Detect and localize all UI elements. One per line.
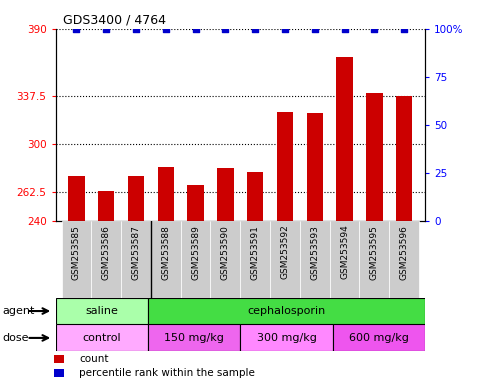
Text: GSM253595: GSM253595	[370, 225, 379, 280]
Text: GDS3400 / 4764: GDS3400 / 4764	[63, 13, 166, 26]
Point	[162, 26, 170, 32]
Bar	[187, 185, 204, 221]
Bar	[56, 324, 148, 351]
Bar	[247, 172, 263, 221]
Bar	[366, 93, 383, 221]
Bar	[300, 221, 330, 298]
Text: GSM253592: GSM253592	[281, 225, 289, 280]
Text: GSM253585: GSM253585	[72, 225, 81, 280]
Text: GSM253593: GSM253593	[310, 225, 319, 280]
Bar	[241, 221, 270, 298]
Bar	[98, 191, 114, 221]
Bar	[56, 298, 148, 324]
Bar	[121, 221, 151, 298]
Point	[192, 26, 199, 32]
Bar	[128, 176, 144, 221]
Text: count: count	[79, 354, 109, 364]
Point	[251, 26, 259, 32]
Point	[132, 26, 140, 32]
Bar	[333, 324, 425, 351]
Text: 300 mg/kg: 300 mg/kg	[256, 333, 316, 343]
Bar	[157, 167, 174, 221]
Point	[102, 26, 110, 32]
Bar	[270, 221, 300, 298]
Text: GSM253588: GSM253588	[161, 225, 170, 280]
Text: control: control	[83, 333, 121, 343]
Text: GSM253589: GSM253589	[191, 225, 200, 280]
Text: GSM253594: GSM253594	[340, 225, 349, 280]
Bar	[181, 221, 211, 298]
Text: dose: dose	[2, 333, 29, 343]
Text: saline: saline	[85, 306, 118, 316]
Text: 150 mg/kg: 150 mg/kg	[164, 333, 224, 343]
Text: GSM253587: GSM253587	[131, 225, 141, 280]
Text: agent: agent	[2, 306, 35, 316]
Bar	[211, 221, 241, 298]
Bar	[151, 221, 181, 298]
Bar	[54, 356, 64, 363]
Bar	[359, 221, 389, 298]
Point	[281, 26, 289, 32]
Bar	[217, 168, 234, 221]
Bar	[277, 112, 293, 221]
Bar	[54, 369, 64, 377]
Text: cephalosporin: cephalosporin	[247, 306, 326, 316]
Point	[400, 26, 408, 32]
Bar	[336, 57, 353, 221]
Point	[311, 26, 319, 32]
Bar	[389, 221, 419, 298]
Text: GSM253591: GSM253591	[251, 225, 260, 280]
Bar	[91, 221, 121, 298]
Bar	[68, 176, 85, 221]
Point	[370, 26, 378, 32]
Bar	[61, 221, 91, 298]
Bar	[330, 221, 359, 298]
Point	[72, 26, 80, 32]
Text: percentile rank within the sample: percentile rank within the sample	[79, 368, 255, 378]
Bar	[241, 324, 333, 351]
Bar	[307, 113, 323, 221]
Bar	[148, 324, 241, 351]
Text: GSM253590: GSM253590	[221, 225, 230, 280]
Text: GSM253596: GSM253596	[399, 225, 409, 280]
Bar	[148, 298, 425, 324]
Point	[222, 26, 229, 32]
Bar	[396, 96, 412, 221]
Text: 600 mg/kg: 600 mg/kg	[349, 333, 409, 343]
Text: GSM253586: GSM253586	[102, 225, 111, 280]
Point	[341, 26, 348, 32]
